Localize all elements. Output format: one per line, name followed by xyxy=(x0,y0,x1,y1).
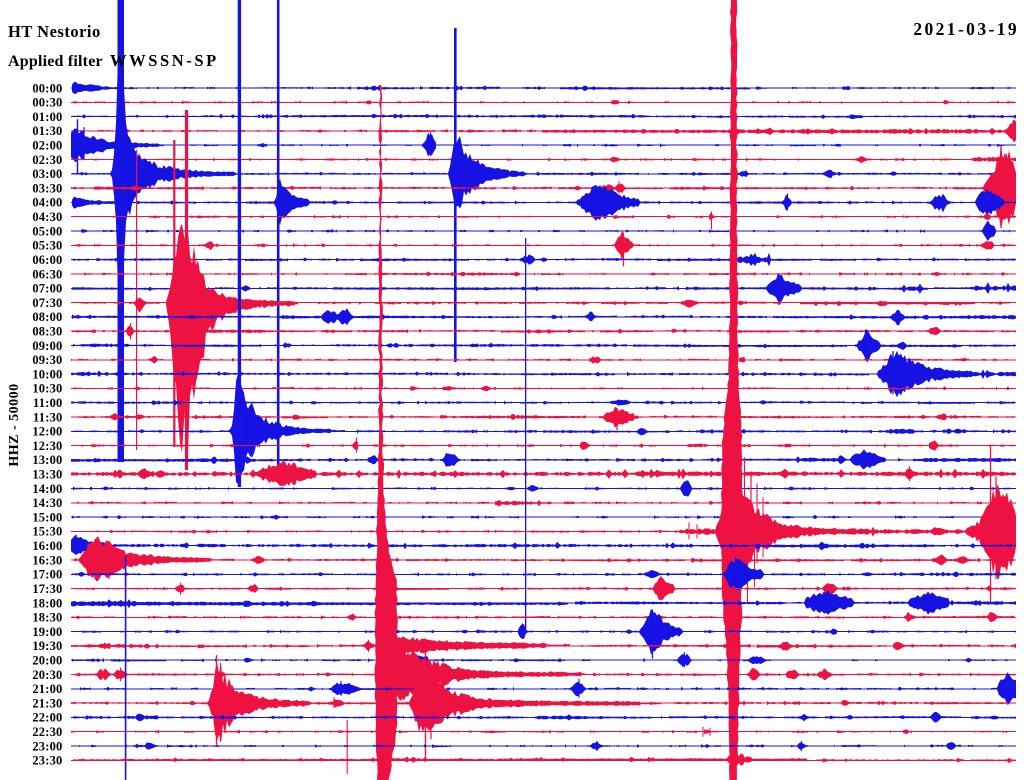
svg-text:19:00: 19:00 xyxy=(32,625,62,639)
svg-text:21:00: 21:00 xyxy=(32,682,62,696)
svg-text:02:30: 02:30 xyxy=(32,153,62,167)
svg-text:09:00: 09:00 xyxy=(32,339,62,353)
svg-text:13:00: 13:00 xyxy=(32,453,62,467)
svg-text:05:30: 05:30 xyxy=(32,239,62,253)
svg-text:06:30: 06:30 xyxy=(32,267,62,281)
svg-text:00:30: 00:30 xyxy=(32,96,62,110)
svg-text:11:30: 11:30 xyxy=(33,410,62,424)
svg-text:20:00: 20:00 xyxy=(32,654,62,668)
svg-text:22:00: 22:00 xyxy=(32,711,62,725)
svg-text:23:30: 23:30 xyxy=(32,754,62,768)
svg-text:14:30: 14:30 xyxy=(32,496,62,510)
svg-text:09:30: 09:30 xyxy=(32,353,62,367)
svg-text:01:30: 01:30 xyxy=(32,124,62,138)
svg-text:03:30: 03:30 xyxy=(32,181,62,195)
svg-text:HHZ - 50000: HHZ - 50000 xyxy=(7,383,22,466)
svg-text:Applied filter: Applied filter xyxy=(8,53,103,70)
svg-text:16:30: 16:30 xyxy=(32,553,62,567)
svg-text:18:30: 18:30 xyxy=(32,611,62,625)
svg-text:05:00: 05:00 xyxy=(32,224,62,238)
svg-text:04:00: 04:00 xyxy=(32,196,62,210)
svg-text:17:00: 17:00 xyxy=(32,568,62,582)
svg-text:18:00: 18:00 xyxy=(32,596,62,610)
svg-text:20:30: 20:30 xyxy=(32,668,62,682)
svg-text:12:00: 12:00 xyxy=(32,425,62,439)
svg-text:10:00: 10:00 xyxy=(32,367,62,381)
svg-text:17:30: 17:30 xyxy=(32,582,62,596)
svg-text:00:00: 00:00 xyxy=(32,81,62,95)
svg-text:HT Nestorio: HT Nestorio xyxy=(8,22,101,41)
svg-text:23:00: 23:00 xyxy=(32,739,62,753)
svg-text:21:30: 21:30 xyxy=(32,696,62,710)
svg-text:16:00: 16:00 xyxy=(32,539,62,553)
svg-text:07:00: 07:00 xyxy=(32,282,62,296)
svg-text:07:30: 07:30 xyxy=(32,296,62,310)
svg-text:06:00: 06:00 xyxy=(32,253,62,267)
svg-text:10:30: 10:30 xyxy=(32,382,62,396)
svg-text:11:00: 11:00 xyxy=(33,396,62,410)
svg-text:14:00: 14:00 xyxy=(32,482,62,496)
svg-text:01:00: 01:00 xyxy=(32,110,62,124)
svg-text:08:30: 08:30 xyxy=(32,325,62,339)
svg-text:04:30: 04:30 xyxy=(32,210,62,224)
svg-text:02:00: 02:00 xyxy=(32,139,62,153)
svg-text:08:00: 08:00 xyxy=(32,310,62,324)
svg-text:03:00: 03:00 xyxy=(32,167,62,181)
svg-text:12:30: 12:30 xyxy=(32,439,62,453)
svg-text:19:30: 19:30 xyxy=(32,639,62,653)
svg-text:22:30: 22:30 xyxy=(32,725,62,739)
svg-text:15:30: 15:30 xyxy=(32,525,62,539)
svg-text:13:30: 13:30 xyxy=(32,468,62,482)
svg-text:2021-03-19: 2021-03-19 xyxy=(913,19,1019,39)
svg-text:15:00: 15:00 xyxy=(32,510,62,524)
svg-text:WWSSN-SP: WWSSN-SP xyxy=(110,51,219,70)
